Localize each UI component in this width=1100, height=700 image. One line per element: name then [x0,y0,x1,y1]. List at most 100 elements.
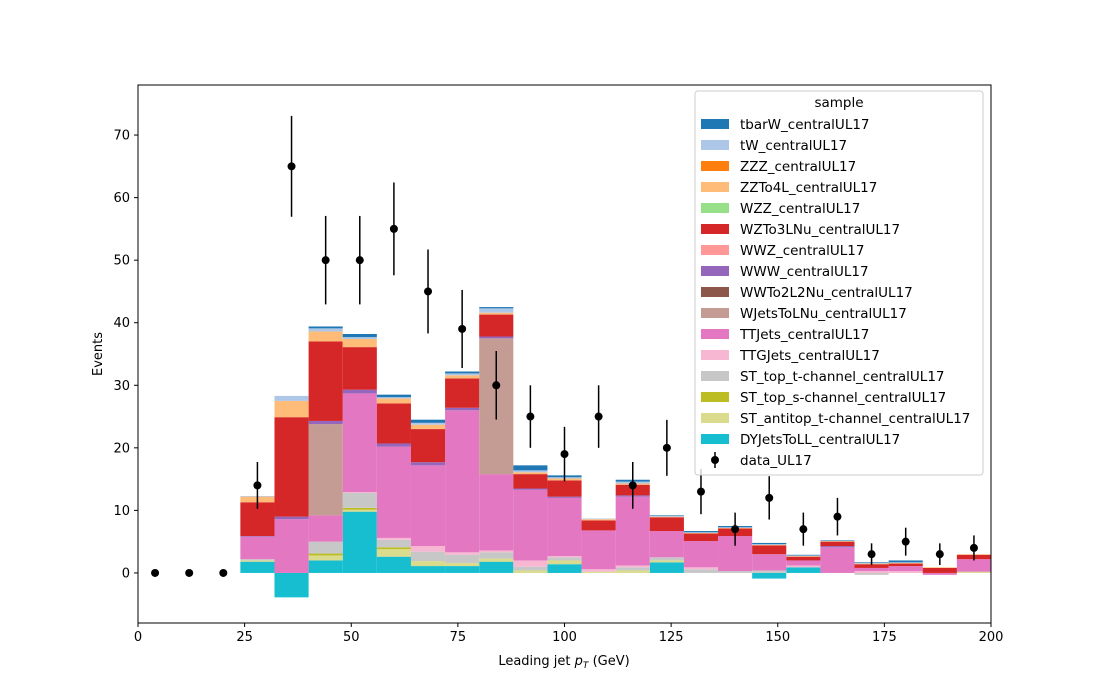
legend-label-WWTo2L2Nu_centralUL17: WWTo2L2Nu_centralUL17 [740,285,913,301]
bar-ST_top_t-channel_centralUL17-bin-5 [308,541,343,554]
legend-title: sample [814,95,863,111]
bar-ST_top_t-channel_centralUL17-bin-9 [445,554,480,563]
bar-WZTo3LNu_centralUL17-bin-12 [547,480,582,497]
bar-ST_antitop_t-channel_centralUL17-bin-6 [342,509,377,512]
bar-TTJets_centralUL17-bin-5 [308,515,343,542]
legend-swatch-WWTo2L2Nu_centralUL17 [701,287,729,297]
bar-tW_centralUL17-bin-10 [479,308,514,313]
bar-ZZTo4L_centralUL17-bin-15 [649,516,684,518]
legend-swatch-tW_centralUL17 [701,140,729,150]
legend-swatch-ST_top_t-channel_centralUL17 [701,371,729,381]
bar-TTJets_centralUL17-bin-12 [547,497,582,557]
bar-ZZTo4L_centralUL17-bin-19 [786,556,821,557]
bar-WWW_centralUL17-bin-6 [342,389,377,394]
bar-TTJets_centralUL17-bin-6 [342,393,377,493]
bar-tbarW_centralUL17-bin-18 [752,542,787,545]
bar-TTGJets_centralUL17-bin-11 [513,560,548,567]
x-tick-label-200: 200 [979,630,1004,645]
bar-TTJets_centralUL17-bin-22 [888,566,923,572]
bar-tbarW_centralUL17-bin-11 [513,465,548,471]
legend: sample tbarW_centralUL17 tW_centralUL17 ZZ… [694,90,984,476]
bar-DYJetsToLL_centralUL17-bin-15 [649,562,684,573]
data-point-9 [458,324,467,333]
legend-label-ZZTo4L_centralUL17: ZZTo4L_centralUL17 [740,180,877,196]
y-tick-label-40: 40 [113,316,130,331]
bar-ST_top_t-channel_centralUL17-bin-12 [547,557,582,561]
data-point-18 [765,493,774,502]
bar-WWW_centralUL17-bin-4 [274,516,309,520]
bar-ST_antitop_t-channel_centralUL17-bin-7 [376,549,411,557]
bar-ZZTo4L_centralUL17-bin-7 [376,398,411,404]
bar-TTGJets_centralUL17-bin-10 [479,550,514,553]
bar-ZZTo4L_centralUL17-bin-4 [274,400,309,418]
data-point-10 [492,381,501,390]
data-points [151,115,978,577]
data-point-11 [526,412,535,421]
bar-WWW_centralUL17-bin-10 [479,336,514,339]
data-point-6 [355,256,364,265]
bar-WZTo3LNu_centralUL17-bin-7 [376,403,411,444]
data-point-16 [696,487,705,496]
bar-tW_centralUL17-bin-4 [274,395,309,401]
legend-swatch-WJetsToLNu_centralUL17 [701,308,729,318]
bar-WZTo3LNu_centralUL17-bin-18 [752,545,787,555]
bar-TTJets_centralUL17-bin-15 [649,531,684,558]
bar-TTGJets_centralUL17-bin-6 [342,492,377,493]
bar-DYJetsToLL_centralUL17-bin-3 [240,561,275,573]
bar-DYJetsToLL_centralUL17-bin-6 [342,511,377,573]
bar-ST_top_t-channel_centralUL17-bin-15 [649,557,684,561]
x-tick-label-75: 75 [450,630,467,645]
bar-tbarW_centralUL17-bin-20 [820,540,855,542]
bar-TTJets_centralUL17-bin-23 [922,572,957,575]
legend-label-WZTo3LNu_centralUL17: WZTo3LNu_centralUL17 [740,222,900,238]
y-tick-label-10: 10 [113,504,130,519]
bar-WWW_centralUL17-bin-12 [547,496,582,498]
y-tick-label-50: 50 [113,254,130,269]
bar-TTGJets_centralUL17-bin-16 [683,567,719,570]
data-point-8 [424,287,433,296]
bar-TTJets_centralUL17-bin-9 [445,410,480,553]
legend-label-WZZ_centralUL17: WZZ_centralUL17 [740,201,860,217]
bar-ST_top_s-channel_centralUL17-bin-6 [342,507,377,510]
x-axis-label: Leading jet pT (GeV) [498,654,629,671]
bar-ZZTo4L_centralUL17-bin-23 [922,567,957,568]
bar-TTGJets_centralUL17-bin-22 [888,571,923,573]
x-tick-label-50: 50 [343,630,360,645]
legend-label-tW_centralUL17: tW_centralUL17 [740,138,847,154]
bar-TTJets_centralUL17-bin-11 [513,489,548,561]
x-tick-label-125: 125 [659,630,684,645]
bar-TTGJets_centralUL17-bin-21 [854,571,889,573]
bar-ZZTo4L_centralUL17-bin-8 [410,424,446,430]
bar-TTJets_centralUL17-bin-10 [479,474,514,551]
legend-label-ZZZ_centralUL17: ZZZ_centralUL17 [740,159,856,175]
bar-TTJets_centralUL17-bin-7 [376,446,411,538]
bar-WZTo3LNu_centralUL17-bin-13 [581,520,616,531]
bar-ST_top_t-channel_centralUL17-bin-21 [854,572,889,575]
legend-swatch-ZZTo4L_centralUL17 [701,182,729,192]
bar-WWW_centralUL17-bin-9 [445,407,480,411]
bar-ZZTo4L_centralUL17-bin-10 [479,312,514,315]
bar-tW_centralUL17-bin-8 [410,422,446,425]
bar-TTGJets_centralUL17-bin-19 [786,565,821,568]
bar-WZTo3LNu_centralUL17-bin-8 [410,429,446,463]
bar-ZZTo4L_centralUL17-bin-6 [342,338,377,348]
bar-tbarW_centralUL17-bin-9 [445,371,480,374]
bar-DYJetsToLL_centralUL17-bin-9 [445,566,480,573]
legend-label-ST_top_s-channel_centralUL17: ST_top_s-channel_centralUL17 [740,390,946,406]
stacked-bars [240,307,991,598]
x-axis-label-text: Leading jet [498,654,570,669]
data-point-19 [799,525,808,534]
bar-TTJets_centralUL17-bin-19 [786,560,821,566]
bar-DYJetsToLL_centralUL17-bin-5 [308,560,343,573]
bar-TTGJets_centralUL17-bin-8 [410,546,446,552]
bar-ZZTo4L_centralUL17-bin-5 [308,331,343,342]
bar-ST_top_t-channel_centralUL17-bin-16 [683,569,719,573]
x-axis-ticks: 0 25 50 75 100 125 150 175 200 [134,623,1004,645]
bar-tbarW_centralUL17-bin-6 [342,333,377,338]
bar-TTJets_centralUL17-bin-8 [410,465,446,547]
x-tick-label-150: 150 [765,630,790,645]
y-tick-label-30: 30 [113,379,130,394]
bar-WWW_centralUL17-bin-3 [240,536,275,537]
bar-tbarW_centralUL17-bin-22 [888,560,923,563]
data-point-3 [253,481,262,490]
